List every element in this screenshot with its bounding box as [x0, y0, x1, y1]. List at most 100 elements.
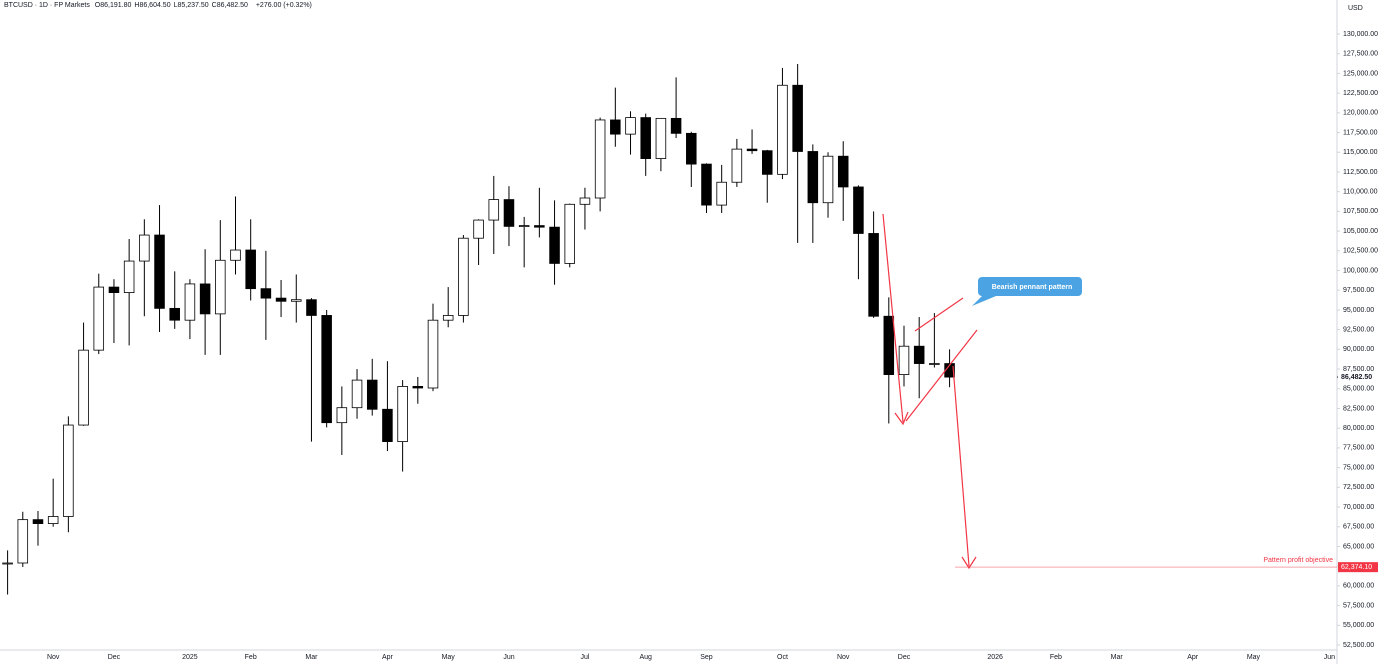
candle-body	[17, 519, 29, 564]
candle-body	[63, 424, 74, 517]
currency: USD	[1348, 5, 1363, 12]
candle-body	[473, 219, 484, 239]
candle-body	[412, 386, 424, 389]
candle-body	[777, 84, 788, 175]
x-tick-label: May	[442, 654, 456, 661]
candle-body	[351, 379, 363, 409]
ohlc-key: O	[94, 2, 101, 9]
x-tick-label: Nov	[47, 654, 60, 661]
y-tick-label: 82,500.00	[1343, 405, 1374, 412]
candle-body	[2, 562, 13, 565]
y-tick-label: 67,500.00	[1343, 524, 1374, 531]
candle-body	[260, 288, 272, 299]
candle-body	[139, 234, 150, 262]
candle-body	[458, 237, 469, 316]
candle-body	[853, 186, 864, 234]
candle-body	[169, 307, 180, 321]
candle-body	[93, 286, 105, 351]
y-tick-label: 120,000.00	[1343, 110, 1378, 117]
arrow-head	[894, 411, 909, 426]
ohlc-key: C	[211, 2, 217, 9]
x-tick-label: Feb	[245, 654, 257, 661]
candle-body	[883, 315, 895, 375]
y-tick-label: 65,000.00	[1343, 543, 1374, 550]
ohlc-value: 86,191.80	[100, 2, 132, 9]
candle-body	[336, 407, 348, 424]
x-tick-label: Dec	[108, 654, 121, 661]
y-tick-label: 80,000.00	[1343, 425, 1374, 432]
y-tick-label: 87,500.00	[1343, 366, 1374, 373]
candle-body	[534, 225, 545, 228]
y-tick-label: 70,000.00	[1343, 504, 1374, 511]
ohlc-value: 86,482.50	[216, 2, 248, 9]
x-tick-label: Apr	[1187, 654, 1199, 661]
callout: Bearish pennant pattern	[972, 277, 1082, 306]
y-tick-label: 60,000.00	[1343, 583, 1374, 590]
ohlc-value: 85,237.50	[177, 2, 209, 9]
candle-body	[913, 345, 925, 364]
y-tick-label: 57,500.00	[1343, 602, 1374, 609]
candle-body	[427, 319, 439, 389]
candle-body	[275, 297, 287, 302]
candle-body	[868, 233, 879, 317]
candle-body	[625, 117, 636, 135]
candle-body	[291, 299, 302, 302]
candle-body	[716, 181, 727, 206]
x-tick-label: Sep	[700, 654, 713, 661]
candle-body	[47, 516, 59, 524]
arrow-head	[961, 556, 977, 570]
target-arrow	[952, 365, 970, 567]
x-tick-label: Aug	[639, 654, 652, 661]
y-tick-label: 117,500.00	[1343, 129, 1378, 136]
y-tick-label: 55,000.00	[1343, 622, 1374, 629]
symbol: BTCUSD · 1D · FP Markets	[4, 2, 90, 9]
last-price-box	[1338, 372, 1378, 383]
x-tick-label: Mar	[305, 654, 318, 661]
pennant-upper-line	[914, 297, 964, 332]
pennant-lower-line	[905, 329, 978, 422]
change: +276.00 (+0.32%)	[255, 2, 312, 9]
candle-body	[670, 117, 682, 134]
candle-body	[518, 225, 530, 227]
objective-text: Pattern profit objective	[1263, 557, 1333, 564]
y-tick-label: 90,000.00	[1343, 346, 1374, 353]
y-tick-label: 122,500.00	[1343, 90, 1378, 97]
candle-body	[199, 283, 211, 315]
y-tick-label: 110,000.00	[1343, 189, 1378, 196]
x-tick-label: Jun	[503, 654, 514, 661]
y-tick-label: 77,500.00	[1343, 445, 1374, 452]
x-tick-label: Jul	[580, 654, 589, 661]
y-tick-label: 95,000.00	[1343, 307, 1374, 314]
y-tick-label: 97,500.00	[1343, 287, 1374, 294]
candle-body	[655, 117, 667, 159]
candle-body	[701, 163, 712, 206]
x-tick-label: Oct	[777, 654, 788, 661]
candle-body	[761, 150, 773, 175]
candle-body	[610, 119, 621, 135]
candle-body	[746, 148, 758, 152]
x-tick-label: Nov	[837, 654, 850, 661]
candle-body	[382, 408, 393, 442]
y-tick-label: 130,000.00	[1343, 31, 1378, 38]
candle-body	[564, 203, 576, 264]
candle-body	[929, 363, 940, 365]
x-tick-label: Apr	[382, 654, 394, 661]
y-tick-label: 127,500.00	[1343, 51, 1378, 58]
candle-body	[549, 226, 560, 264]
candle-body	[944, 363, 955, 378]
candle-body	[321, 315, 332, 424]
y-tick-label: 107,500.00	[1343, 208, 1378, 215]
y-tick-label: 105,000.00	[1343, 228, 1378, 235]
candle-body	[837, 155, 849, 188]
candle-body	[154, 234, 165, 309]
y-tick-label: 102,500.00	[1343, 248, 1378, 255]
x-tick-label: Dec	[898, 654, 911, 661]
y-tick-label: 75,000.00	[1343, 464, 1374, 471]
candle-body	[807, 151, 819, 204]
candle-body	[488, 199, 500, 221]
candle-body	[123, 260, 135, 293]
candle-body	[245, 249, 256, 290]
candle-body	[503, 199, 515, 227]
